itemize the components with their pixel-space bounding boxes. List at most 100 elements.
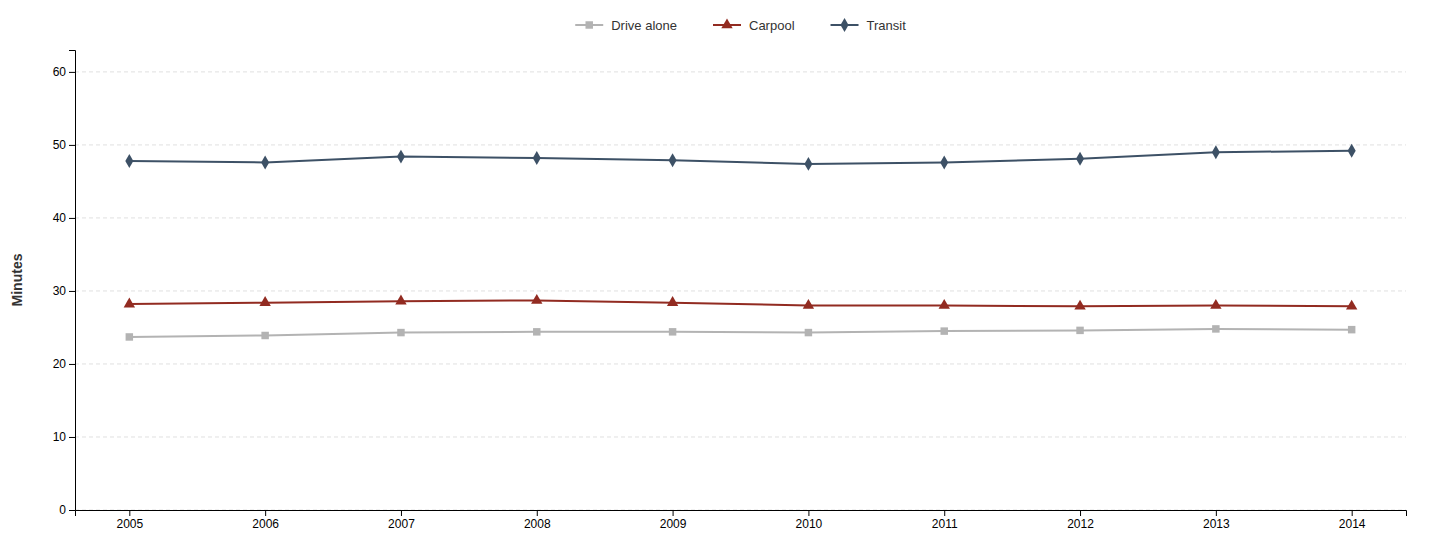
legend-label: Transit — [867, 18, 907, 33]
x-tick-label: 2013 — [1203, 517, 1230, 531]
legend-label: Carpool — [749, 18, 795, 33]
y-tick-mark — [69, 510, 75, 511]
series-line — [129, 329, 1351, 337]
x-tick-label: 2007 — [388, 517, 415, 531]
y-tick: 60 — [53, 65, 75, 79]
y-tick-label: 30 — [53, 284, 67, 298]
point-marker — [1348, 144, 1356, 158]
point-marker — [1210, 299, 1221, 309]
x-axis-line — [76, 511, 1407, 517]
point-marker — [805, 329, 812, 336]
y-tick: 0 — [59, 503, 75, 517]
point-marker — [533, 151, 541, 165]
grid-line — [75, 290, 1406, 291]
x-tick: 2006 — [252, 510, 279, 531]
legend-label: Drive alone — [611, 18, 677, 33]
y-tick-label: 20 — [53, 357, 67, 371]
grid-line — [75, 363, 1406, 364]
point-marker — [124, 298, 135, 308]
y-tick-label: 0 — [59, 503, 66, 517]
y-tick-mark — [69, 364, 75, 365]
legend-swatch-marker — [721, 18, 732, 28]
y-tick-mark — [69, 145, 75, 146]
point-marker — [259, 296, 270, 306]
point-marker — [1346, 300, 1357, 310]
x-tick-label: 2014 — [1339, 517, 1366, 531]
point-marker — [1212, 325, 1219, 332]
point-marker — [669, 153, 677, 167]
chart: 2005200620072008200920102011201220132014… — [0, 0, 1436, 550]
y-tick-label: 60 — [53, 65, 67, 79]
x-tick: 2008 — [524, 510, 551, 531]
x-tick: 2014 — [1339, 510, 1366, 531]
point-marker — [261, 332, 268, 339]
point-marker — [803, 299, 814, 309]
point-marker — [804, 157, 812, 171]
point-marker — [1212, 145, 1220, 159]
x-tick-label: 2005 — [116, 517, 143, 531]
x-tick-mark — [1352, 510, 1353, 516]
point-marker — [1076, 152, 1084, 166]
y-axis: 0 10 20 30 40 50 60 — [53, 51, 76, 518]
grid-line — [75, 144, 1406, 145]
x-tick: 2013 — [1203, 510, 1230, 531]
x-tick-mark — [673, 510, 674, 516]
series — [124, 294, 1358, 310]
series — [125, 144, 1355, 171]
x-tick: 2012 — [1067, 510, 1094, 531]
point-marker — [667, 296, 678, 306]
legend-item: Carpool — [713, 18, 795, 33]
x-tick-mark — [944, 510, 945, 516]
point-marker — [1074, 300, 1085, 310]
point-marker — [126, 333, 133, 340]
series — [126, 325, 1356, 341]
point-marker — [669, 328, 676, 335]
point-marker — [125, 154, 133, 168]
point-marker — [940, 155, 948, 169]
y-axis-line — [69, 51, 76, 511]
y-tick: 10 — [53, 430, 75, 444]
grid — [75, 72, 1406, 510]
point-marker — [939, 299, 950, 309]
point-marker — [395, 295, 406, 305]
y-tick-mark — [69, 72, 75, 73]
x-tick-mark — [129, 510, 130, 516]
legend-swatch-marker — [841, 18, 849, 32]
y-tick: 20 — [53, 357, 75, 371]
x-tick-mark — [1080, 510, 1081, 516]
plot-area — [124, 144, 1358, 341]
x-tick: 2007 — [388, 510, 415, 531]
x-tick-label: 2010 — [796, 517, 823, 531]
point-marker — [531, 294, 542, 304]
x-tick-mark — [537, 510, 538, 516]
x-tick: 2009 — [660, 510, 687, 531]
series-line — [129, 151, 1351, 164]
legend-swatch-marker — [585, 21, 592, 28]
y-tick-label: 50 — [53, 138, 67, 152]
x-tick-label: 2008 — [524, 517, 551, 531]
x-tick-mark — [265, 510, 266, 516]
x-tick: 2011 — [932, 510, 958, 531]
legend-item: Transit — [831, 18, 907, 33]
point-marker — [261, 155, 269, 169]
legend-item: Drive alone — [575, 18, 677, 33]
grid-line — [75, 436, 1406, 437]
x-tick-mark — [401, 510, 402, 516]
x-tick-label: 2011 — [932, 517, 958, 531]
y-tick-mark — [69, 218, 75, 219]
x-tick-mark — [1216, 510, 1217, 516]
x-tick-label: 2006 — [252, 517, 279, 531]
grid-line — [75, 217, 1406, 218]
x-tick-label: 2012 — [1067, 517, 1094, 531]
x-tick: 2010 — [796, 510, 823, 531]
legend: Drive alone Carpool Transit — [575, 18, 906, 33]
point-marker — [533, 328, 540, 335]
y-tick: 40 — [53, 211, 75, 225]
series-line — [129, 300, 1351, 306]
point-marker — [397, 329, 404, 336]
point-marker — [397, 150, 405, 164]
y-tick-label: 10 — [53, 430, 67, 444]
chart-container: 2005200620072008200920102011201220132014… — [0, 0, 1436, 550]
y-tick: 50 — [53, 138, 75, 152]
y-tick-mark — [69, 437, 75, 438]
